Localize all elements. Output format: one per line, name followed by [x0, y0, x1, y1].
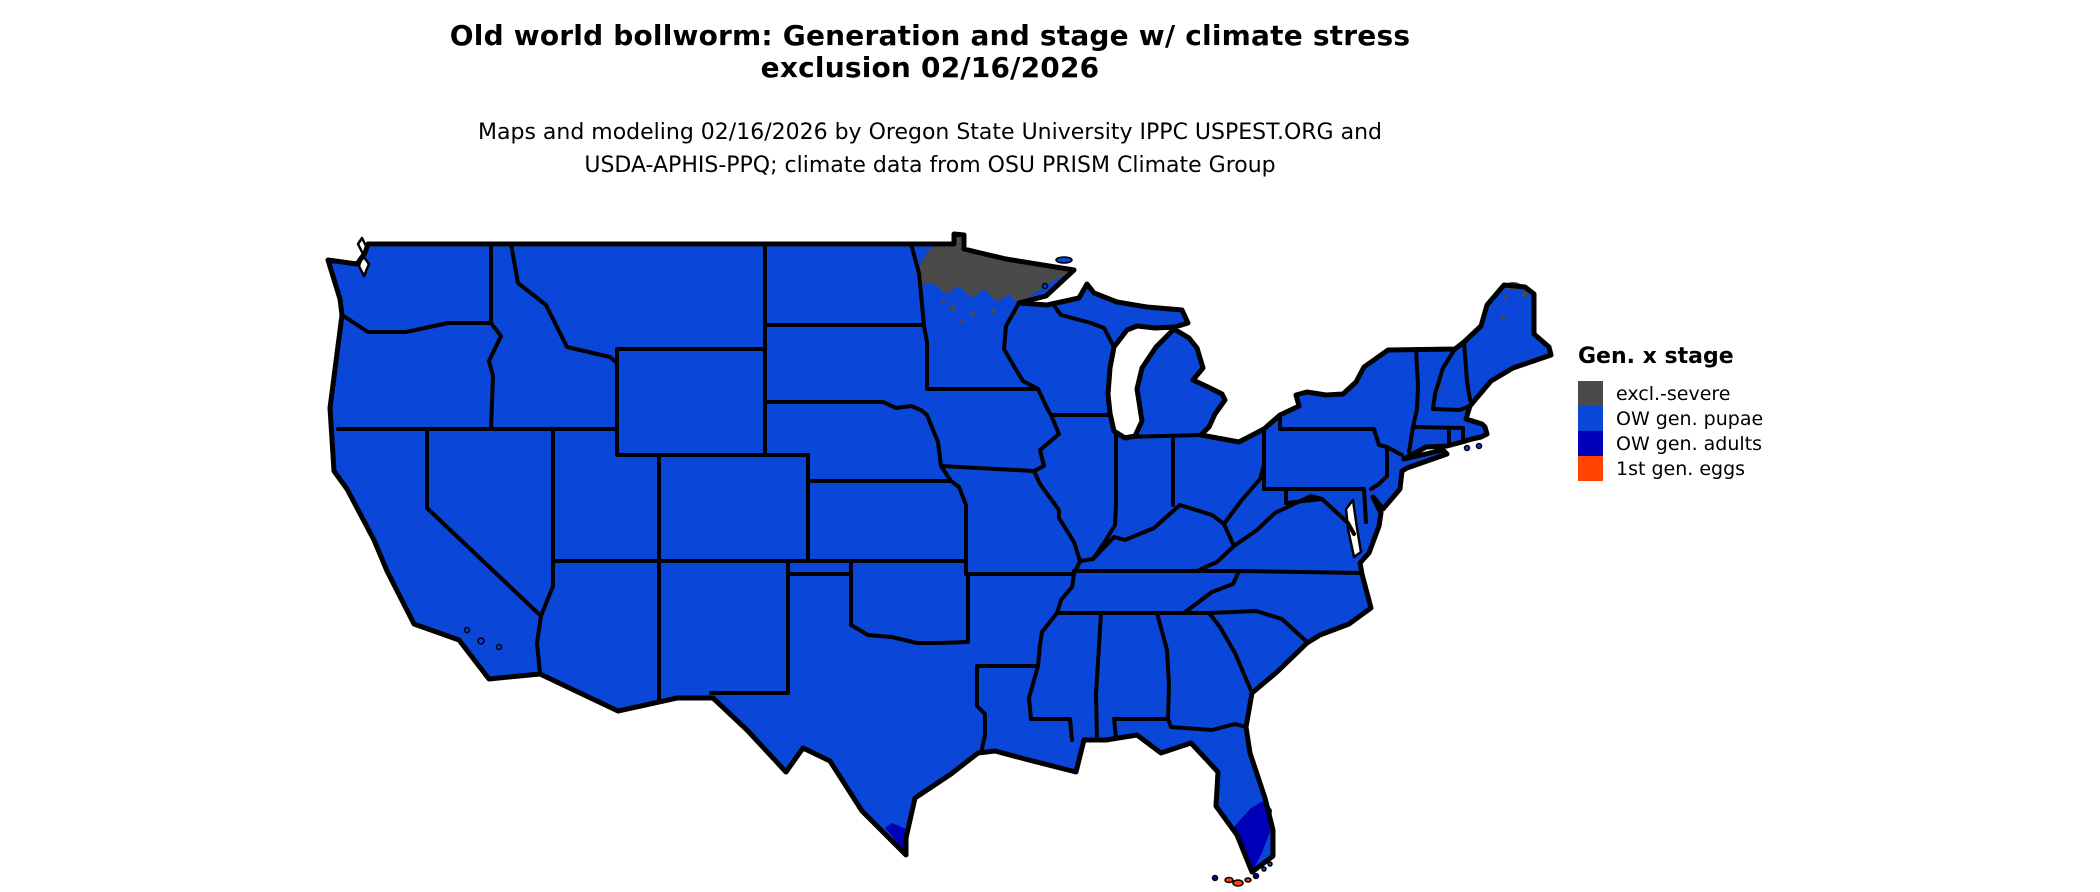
- legend-label: OW gen. adults: [1616, 432, 1763, 455]
- subtitle-line-1: Maps and modeling 02/16/2026 by Oregon S…: [478, 120, 1382, 145]
- nantucket-dot: [1475, 442, 1483, 450]
- region-eggs-keys-dot: [1224, 876, 1234, 884]
- legend-item-ow-gen-adults: OW gen. adults: [1578, 431, 1763, 456]
- legend-label: 1st gen. eggs: [1616, 457, 1746, 480]
- legend-title: Gen. x stage: [1578, 344, 1734, 369]
- map-subtitle: Maps and modeling 02/16/2026 by Oregon S…: [0, 116, 1860, 182]
- apostle-islands-dot: [1041, 282, 1049, 290]
- legend-swatch-ow-gen-adults: [1578, 431, 1603, 456]
- marthas-vineyard-dot: [1463, 444, 1471, 452]
- subtitle-line-2: USDA-APHIS-PPQ; climate data from OSU PR…: [584, 153, 1276, 178]
- region-eggs-keys-dot: [1232, 879, 1244, 887]
- chesapeake-bay: [1344, 498, 1363, 559]
- region-adults-south-texas: [885, 823, 906, 852]
- title-block: Old world bollworm: Generation and stage…: [0, 20, 1860, 182]
- region-eggs-keys-dot: [1244, 877, 1252, 883]
- channel-island-dot: [495, 643, 503, 651]
- legend-label: excl.-severe: [1616, 382, 1731, 405]
- region-excl-severe-northern-minnesota: [916, 234, 1074, 303]
- region-adults-south-florida: [1233, 800, 1272, 872]
- region-adults-keys-dot: [1211, 874, 1219, 882]
- region-pupae-keys-dot: [1261, 866, 1267, 872]
- legend-swatch-ow-gen-pupae: [1578, 406, 1603, 431]
- legend-item-first-gen-eggs: 1st gen. eggs: [1578, 456, 1763, 481]
- legend: Gen. x stage excl.-severe OW gen. pupae …: [1578, 344, 1763, 481]
- title-line-1: Old world bollworm: Generation and stage…: [449, 19, 1411, 52]
- channel-island-dot: [477, 637, 485, 645]
- legend-item-excl-severe: excl.-severe: [1578, 381, 1763, 406]
- florida-keys: [1211, 861, 1273, 887]
- page-title: Old world bollworm: Generation and stage…: [0, 20, 1860, 84]
- region-adults-keys-dot: [1252, 872, 1260, 880]
- state-borders: [336, 242, 1472, 755]
- title-line-2: exclusion 02/16/2026: [760, 51, 1100, 84]
- legend-label: OW gen. pupae: [1616, 407, 1764, 430]
- us-map: [317, 228, 1557, 888]
- isle-royale-island: [1055, 256, 1073, 264]
- region-pupae-keys-dot: [1267, 861, 1273, 867]
- legend-item-ow-gen-pupae: OW gen. pupae: [1578, 406, 1763, 431]
- legend-swatch-first-gen-eggs: [1578, 456, 1603, 481]
- us-map-canvas: [317, 228, 1557, 887]
- offshore-islands: [463, 256, 1483, 651]
- channel-island-dot: [463, 626, 471, 634]
- legend-swatch-excl-severe: [1578, 381, 1603, 406]
